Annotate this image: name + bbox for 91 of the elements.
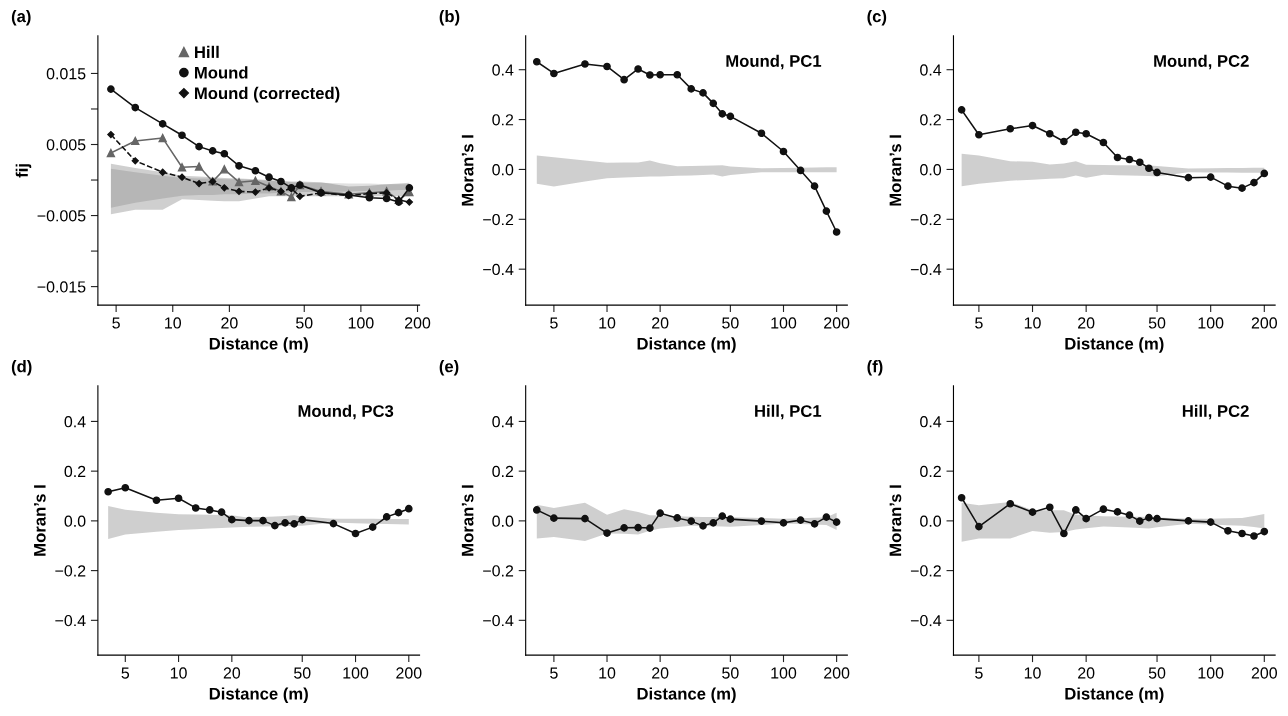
x-tick-label: 20	[652, 667, 669, 679]
x-tick-label: 50	[1148, 667, 1166, 679]
x-axis-title: Distance (m)	[1065, 337, 1164, 353]
x-tick-label: 5	[975, 667, 983, 679]
y-tick-label: 0.4	[492, 416, 514, 428]
x-tick-label: 100	[343, 667, 369, 679]
annotation: Mound, PC2	[1154, 54, 1249, 70]
x-axis-title: Distance (m)	[637, 337, 736, 353]
x-tick-label: 10	[170, 667, 187, 679]
x-tick-label: 5	[121, 667, 130, 679]
x-tick-label: 10	[165, 317, 182, 329]
x-tick-label: 100	[771, 317, 797, 329]
x-tick-label: 5	[112, 317, 120, 329]
chart-title: (c)	[867, 10, 887, 26]
x-tick-label: 100	[348, 317, 374, 329]
y-tick-label: 0.4	[492, 64, 514, 76]
annotation: Hill, PC2	[1182, 404, 1249, 420]
y-axis-title: Moran’s I	[889, 485, 902, 556]
x-tick-label: 10	[1024, 317, 1041, 329]
x-tick-label: 200	[824, 317, 850, 329]
x-tick-label: 10	[1024, 667, 1041, 679]
legend-label: Mound (corrected)	[195, 86, 340, 103]
x-tick-label: 10	[599, 667, 616, 679]
chart-title: (a)	[11, 10, 31, 26]
y-axis-title: Moran’s I	[461, 135, 474, 206]
x-tick-label: 50	[296, 317, 313, 329]
x-tick-label: 100	[1198, 317, 1224, 329]
y-axis-title: Moran’s I	[34, 485, 46, 556]
x-tick-label: 20	[221, 317, 238, 329]
x-tick-label: 100	[1198, 667, 1224, 679]
x-tick-label: 50	[294, 667, 311, 679]
y-axis-title: Moran’s I	[889, 135, 902, 206]
x-axis-title: Distance (m)	[209, 687, 308, 703]
annotation: Mound, PC1	[726, 54, 822, 70]
x-tick-label: 50	[722, 317, 739, 329]
legend-label: Hill	[195, 45, 219, 58]
x-tick-label: 50	[722, 667, 739, 679]
y-tick-label: −0.2	[910, 213, 941, 226]
y-tick-label: 0.0	[492, 164, 514, 176]
y-tick-label: 0.005	[46, 139, 86, 151]
x-tick-label: 20	[223, 667, 241, 679]
y-tick-label: 0.4	[64, 416, 86, 428]
legend-label: Mound	[195, 66, 248, 79]
y-tick-label: 0.2	[492, 114, 514, 126]
x-tick-label: 10	[599, 317, 616, 329]
x-tick-label: 200	[824, 667, 850, 679]
x-tick-label: 5	[975, 317, 983, 329]
y-tick-label: 0.2	[920, 465, 941, 478]
y-tick-label: −0.4	[55, 614, 86, 627]
y-tick-label: −0.4	[910, 614, 942, 627]
y-tick-label: 0.4	[920, 64, 942, 76]
y-tick-label: −0.4	[483, 263, 514, 276]
x-tick-label: 200	[1251, 667, 1278, 679]
y-tick-label: 0.2	[492, 465, 514, 478]
x-tick-label: 200	[396, 667, 422, 679]
y-tick-label: −0.005	[37, 210, 86, 222]
y-axis-title: Moran’s I	[461, 485, 474, 556]
y-tick-label: −0.2	[910, 565, 941, 577]
y-tick-label: −0.4	[910, 263, 942, 276]
chart-title: (f)	[867, 360, 883, 376]
y-tick-label: −0.2	[483, 565, 514, 577]
x-tick-label: 100	[771, 667, 797, 679]
y-tick-label: 0.0	[920, 164, 942, 176]
y-tick-label: −0.2	[483, 213, 514, 226]
y-tick-label: 0.4	[920, 416, 942, 428]
y-tick-label: 0.2	[920, 114, 941, 126]
y-tick-label: −0.2	[55, 565, 86, 577]
x-tick-label: 200	[405, 317, 431, 329]
x-tick-label: 200	[1251, 317, 1278, 329]
y-tick-label: 0.2	[64, 465, 86, 478]
x-axis-title: Distance (m)	[637, 687, 736, 703]
y-tick-label: 0.0	[492, 515, 514, 527]
x-tick-label: 20	[1078, 667, 1095, 679]
y-tick-label: −0.015	[37, 281, 86, 293]
annotation: Hill, PC1	[755, 404, 822, 420]
annotation: Mound, PC3	[298, 404, 394, 420]
y-tick-label: 0.015	[46, 68, 86, 80]
chart-title: (e)	[439, 360, 459, 376]
y-tick-label: 0.0	[64, 515, 86, 527]
x-axis-title: Distance (m)	[1065, 687, 1164, 703]
x-axis-title: Distance (m)	[209, 337, 308, 353]
x-tick-label: 5	[550, 667, 558, 679]
chart-title: (b)	[439, 10, 460, 26]
y-tick-label: −0.4	[483, 614, 514, 627]
x-tick-label: 5	[550, 317, 558, 329]
x-tick-label: 20	[1078, 317, 1095, 329]
x-tick-label: 50	[1148, 317, 1166, 329]
chart-title: (d)	[11, 360, 32, 376]
y-tick-label: 0.0	[920, 515, 942, 527]
x-tick-label: 20	[652, 317, 669, 329]
y-axis-title: fij	[15, 164, 32, 178]
